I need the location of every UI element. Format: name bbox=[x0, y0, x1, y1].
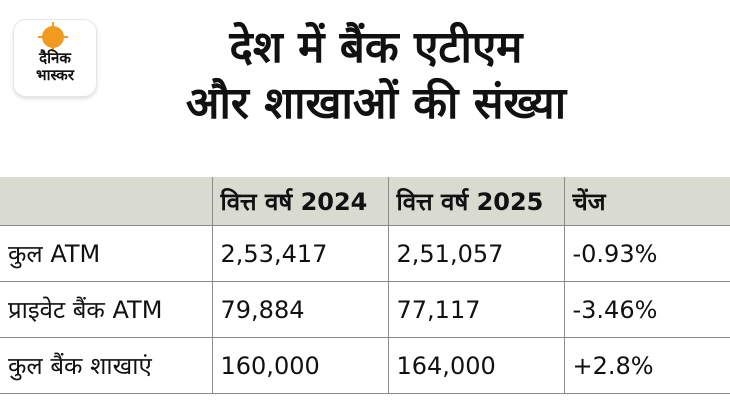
cell-change: -0.93% bbox=[564, 225, 730, 282]
atm-branch-table: वित्त वर्ष 2024 वित्त वर्ष 2025 चेंज कुल… bbox=[0, 177, 730, 394]
cell-fy2024: 2,53,417 bbox=[212, 225, 389, 282]
table-row: कुल बैंक शाखाएं 160,000 164,000 +2.8% bbox=[0, 337, 730, 394]
table-row: प्राइवेट बैंक ATM 79,884 77,117 -3.46% bbox=[0, 281, 730, 338]
row-label: कुल ATM bbox=[0, 225, 213, 282]
row-label: कुल बैंक शाखाएं bbox=[0, 337, 213, 394]
cell-fy2025: 164,000 bbox=[388, 337, 565, 394]
title-line-1: देश में बैंक एटीएम bbox=[229, 22, 523, 73]
cell-fy2024: 79,884 bbox=[212, 281, 389, 338]
header-fy2024: वित्त वर्ष 2024 bbox=[212, 177, 389, 226]
logo-line-1: दैनिक bbox=[39, 49, 71, 67]
cell-change: -3.46% bbox=[564, 281, 730, 338]
logo-text: दैनिक भास्कर bbox=[14, 50, 96, 84]
table-header-row: वित्त वर्ष 2024 वित्त वर्ष 2025 चेंज bbox=[0, 177, 730, 226]
header-label-col bbox=[0, 177, 213, 226]
cell-fy2024: 160,000 bbox=[212, 337, 389, 394]
logo-line-2: भास्कर bbox=[36, 66, 74, 84]
table-row: कुल ATM 2,53,417 2,51,057 -0.93% bbox=[0, 225, 730, 282]
sun-icon bbox=[38, 22, 68, 52]
cell-change: +2.8% bbox=[564, 337, 730, 394]
cell-fy2025: 2,51,057 bbox=[388, 225, 565, 282]
title-line-2: और शाखाओं की संख्या bbox=[185, 78, 567, 129]
page-title: देश में बैंक एटीएम और शाखाओं की संख्या bbox=[106, 20, 646, 132]
dainik-bhaskar-logo: दैनिक भास्कर bbox=[14, 20, 96, 96]
header-fy2025: वित्त वर्ष 2025 bbox=[388, 177, 565, 226]
header-change: चेंज bbox=[564, 177, 730, 226]
cell-fy2025: 77,117 bbox=[388, 281, 565, 338]
row-label: प्राइवेट बैंक ATM bbox=[0, 281, 213, 338]
